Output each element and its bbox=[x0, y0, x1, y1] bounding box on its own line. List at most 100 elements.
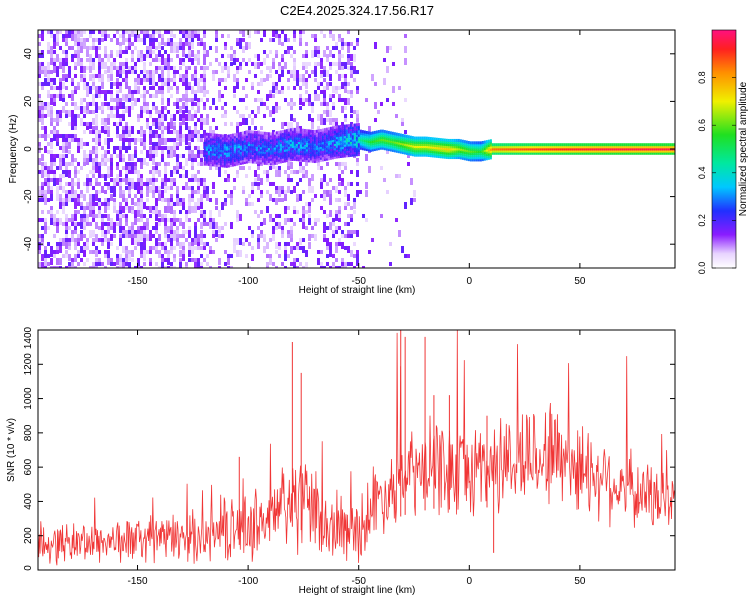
heatmap-ridge-cell bbox=[371, 144, 374, 148]
heatmap-cell bbox=[200, 178, 203, 182]
heatmap-cell bbox=[278, 90, 281, 94]
heatmap-cell bbox=[137, 58, 140, 62]
heatmap-ridge-cell bbox=[419, 153, 422, 157]
heatmap-ridge-cell bbox=[441, 151, 444, 155]
heatmap-cell bbox=[188, 250, 191, 257]
heatmap-ridge-cell bbox=[213, 133, 216, 137]
heatmap-ridge-cell bbox=[309, 151, 312, 155]
heatmap-cell bbox=[338, 210, 341, 217]
heatmap-cell bbox=[185, 66, 188, 73]
heatmap-cell bbox=[305, 98, 308, 102]
heatmap-ridge-cell bbox=[543, 145, 546, 149]
heatmap-cell bbox=[104, 158, 107, 165]
heatmap-ridge-cell bbox=[435, 139, 438, 143]
heatmap-ridge-cell bbox=[279, 147, 282, 151]
heatmap-ridge-cell bbox=[241, 131, 244, 135]
heatmap-cell bbox=[203, 58, 206, 65]
heatmap-ridge-cell bbox=[519, 151, 522, 155]
heatmap-cell bbox=[161, 158, 164, 162]
heatmap-ridge-cell bbox=[343, 143, 346, 147]
heatmap-cell bbox=[308, 242, 311, 249]
heatmap-cell bbox=[311, 174, 314, 181]
heatmap-cell bbox=[302, 214, 305, 218]
heatmap-cell bbox=[143, 214, 146, 218]
heatmap-cell bbox=[107, 222, 110, 226]
heatmap-cell bbox=[68, 226, 71, 230]
heatmap-ridge-cell bbox=[343, 139, 346, 143]
heatmap-cell bbox=[194, 102, 197, 106]
heatmap-cell bbox=[104, 238, 107, 242]
heatmap-cell bbox=[86, 46, 89, 50]
heatmap-ridge-cell bbox=[451, 149, 454, 153]
heatmap-ridge-cell bbox=[299, 152, 302, 156]
heatmap-ridge-cell bbox=[323, 138, 326, 142]
heatmap-cell bbox=[65, 138, 68, 142]
heatmap-ridge-cell bbox=[415, 147, 418, 151]
heatmap-ridge-cell bbox=[321, 149, 324, 153]
heatmap-ridge-cell bbox=[375, 147, 378, 151]
heatmap-ridge-cell bbox=[431, 150, 434, 154]
heatmap-cell bbox=[107, 126, 110, 130]
heatmap-cell bbox=[341, 262, 344, 268]
heatmap-ridge-cell bbox=[251, 130, 254, 134]
heatmap-cell bbox=[146, 34, 149, 38]
heatmap-ridge-cell bbox=[225, 147, 228, 151]
heatmap-cell bbox=[68, 182, 71, 186]
heatmap-ridge-cell bbox=[467, 143, 470, 147]
heatmap-cell bbox=[50, 178, 53, 182]
heatmap-ridge-cell bbox=[461, 143, 464, 147]
heatmap-ridge-cell bbox=[405, 149, 408, 153]
heatmap-cell bbox=[272, 62, 275, 69]
heatmap-ridge-cell bbox=[449, 149, 452, 153]
heatmap-cell bbox=[326, 226, 329, 230]
heatmap-cell bbox=[101, 106, 104, 113]
heatmap-cell bbox=[218, 62, 221, 66]
heatmap-ridge-cell bbox=[253, 139, 256, 143]
heatmap-ridge-cell bbox=[265, 134, 268, 138]
heatmap-cell bbox=[74, 118, 77, 122]
heatmap-cell bbox=[179, 66, 182, 70]
heatmap-ridge-cell bbox=[623, 143, 626, 147]
heatmap-ridge-cell bbox=[235, 154, 238, 158]
heatmap-cell bbox=[224, 122, 227, 126]
heatmap-cell bbox=[329, 94, 332, 101]
heatmap-ridge-cell bbox=[313, 149, 316, 153]
heatmap-cell bbox=[44, 230, 47, 234]
heatmap-ridge-cell bbox=[455, 149, 458, 153]
heatmap-cell bbox=[206, 114, 209, 118]
heatmap-ridge-cell bbox=[561, 145, 564, 149]
heatmap-cell bbox=[122, 262, 125, 268]
heatmap-cell bbox=[209, 210, 212, 217]
heatmap-ridge-cell bbox=[413, 142, 416, 146]
heatmap-ridge-cell bbox=[377, 145, 380, 149]
heatmap-cell bbox=[131, 230, 134, 234]
heatmap-ridge-cell bbox=[607, 149, 610, 153]
heatmap-ridge-cell bbox=[347, 151, 350, 155]
heatmap-ridge-cell bbox=[285, 152, 288, 156]
heatmap-cell bbox=[59, 266, 62, 268]
heatmap-ridge-cell bbox=[423, 138, 426, 142]
heatmap-cell bbox=[38, 234, 41, 238]
heatmap-cell bbox=[80, 142, 83, 149]
heatmap-ridge-cell bbox=[243, 143, 246, 147]
heatmap-cell bbox=[110, 66, 113, 70]
heatmap-cell bbox=[71, 58, 74, 62]
heatmap-ridge-cell bbox=[325, 129, 328, 133]
heatmap-cell bbox=[134, 234, 137, 238]
heatmap-cell bbox=[152, 186, 155, 190]
heatmap-cell bbox=[245, 94, 248, 98]
heatmap-cell bbox=[68, 246, 71, 250]
heatmap-ridge-cell bbox=[217, 151, 220, 155]
heatmap-ridge-cell bbox=[277, 154, 280, 158]
heatmap-cell bbox=[278, 222, 281, 229]
heatmap-cell bbox=[89, 30, 92, 34]
heatmap-ridge-cell bbox=[337, 155, 340, 159]
heatmap-cell bbox=[152, 106, 155, 110]
heatmap-cell bbox=[56, 266, 59, 268]
heatmap-cell bbox=[395, 218, 398, 222]
heatmap-cell bbox=[59, 134, 62, 138]
heatmap-ridge-cell bbox=[315, 157, 318, 161]
heatmap-cell bbox=[56, 134, 59, 138]
heatmap-ridge-cell bbox=[263, 133, 266, 137]
heatmap-cell bbox=[197, 54, 200, 58]
